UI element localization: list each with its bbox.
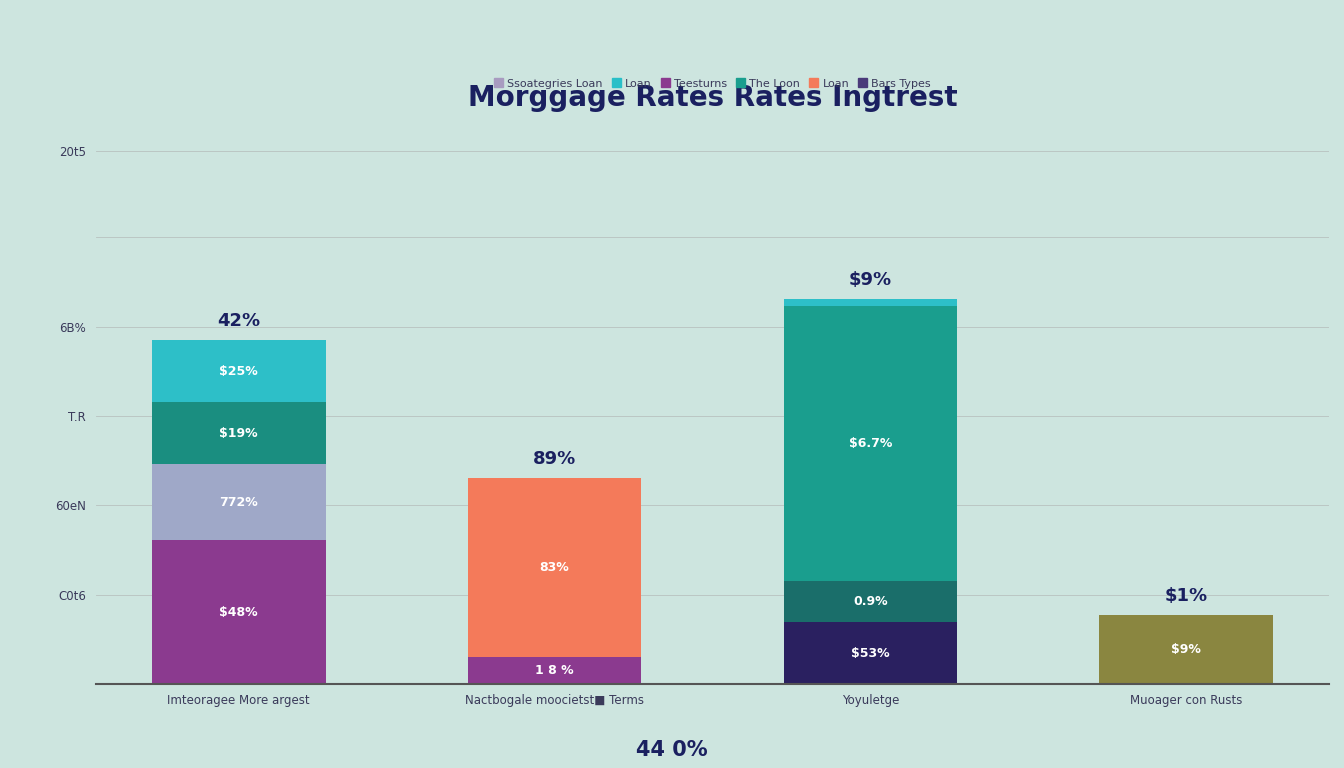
Bar: [784, 300, 957, 306]
Text: $25%: $25%: [219, 365, 258, 378]
Text: 1 8 %: 1 8 %: [535, 664, 574, 677]
Text: 44 0%: 44 0%: [636, 740, 708, 760]
Text: $19%: $19%: [219, 427, 258, 440]
Text: 772%: 772%: [219, 495, 258, 508]
Text: 0.9%: 0.9%: [853, 595, 887, 608]
Bar: [468, 657, 641, 684]
Text: 42%: 42%: [218, 312, 261, 330]
Bar: [468, 478, 641, 657]
Text: $53%: $53%: [851, 647, 890, 660]
Text: $9%: $9%: [849, 271, 892, 289]
Text: $6.7%: $6.7%: [848, 437, 892, 450]
Text: $9%: $9%: [1171, 644, 1202, 657]
Text: 89%: 89%: [534, 449, 577, 468]
Text: $48%: $48%: [219, 605, 258, 618]
Legend: Ssoategries Loan, Loan, Teesturns, The Loon, Loan, Bars Types: Ssoategries Loan, Loan, Teesturns, The L…: [489, 74, 935, 93]
Text: 83%: 83%: [540, 561, 570, 574]
Bar: [152, 464, 325, 540]
Bar: [152, 340, 325, 402]
Bar: [784, 306, 957, 581]
Bar: [784, 622, 957, 684]
Bar: [152, 402, 325, 464]
Text: $1%: $1%: [1164, 587, 1208, 605]
Bar: [784, 581, 957, 622]
Bar: [1099, 615, 1273, 684]
Bar: [152, 540, 325, 684]
Title: Morggage Rates Rates Ingtrest: Morggage Rates Rates Ingtrest: [468, 84, 957, 112]
